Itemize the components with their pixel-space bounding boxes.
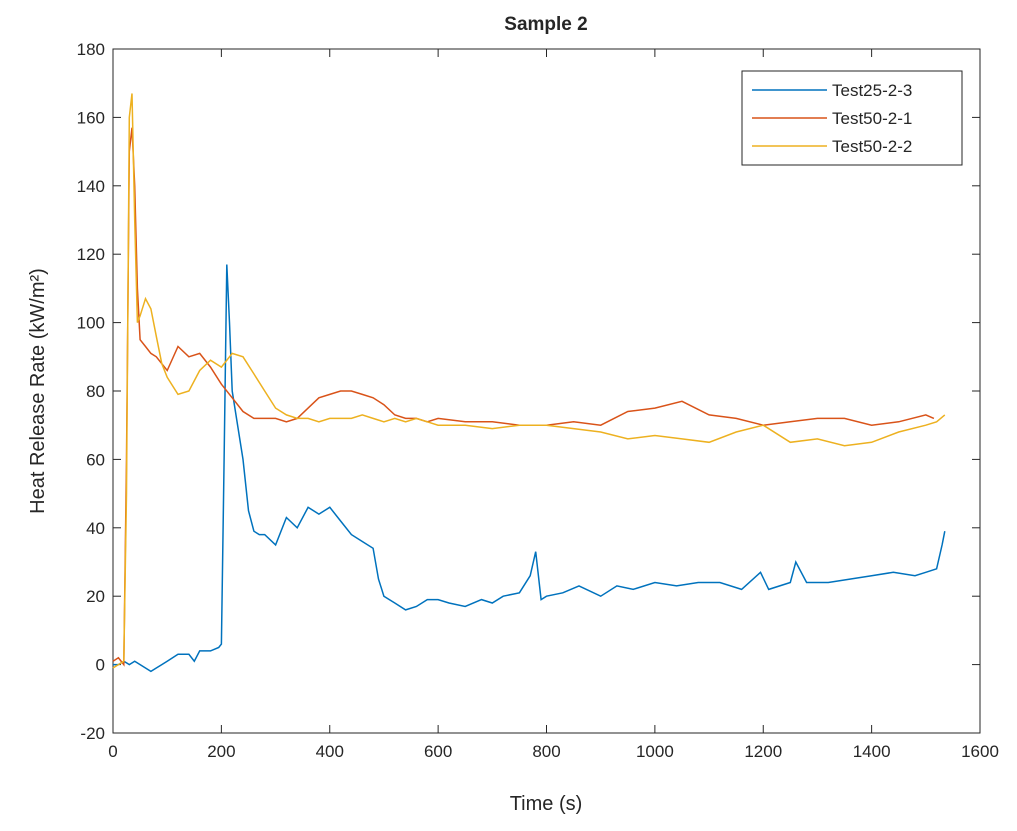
y-tick-label: 180	[77, 40, 105, 59]
y-tick-label: 60	[86, 450, 105, 469]
series-line	[113, 264, 946, 673]
y-axis-label: Heat Release Rate (kW/m²)	[27, 268, 49, 514]
chart-title: Sample 2	[504, 14, 587, 35]
y-tick-label: 20	[86, 587, 105, 606]
y-tick-label: -20	[80, 724, 105, 743]
x-tick-label: 600	[424, 742, 452, 761]
x-tick-label: 1000	[636, 742, 674, 761]
x-axis-label: Time (s)	[510, 793, 583, 815]
y-tick-label: 0	[96, 656, 105, 675]
legend-label: Test50-2-2	[832, 137, 912, 156]
y-tick-label: 160	[77, 108, 105, 127]
legend-label: Test25-2-3	[832, 81, 912, 100]
y-tick-label: 140	[77, 177, 105, 196]
series-line	[112, 93, 946, 669]
x-tick-label: 1600	[961, 742, 999, 761]
x-tick-label: 800	[532, 742, 560, 761]
y-tick-label: 100	[77, 314, 105, 333]
series-line	[112, 127, 935, 667]
legend-label: Test50-2-1	[832, 109, 912, 128]
y-tick-label: 120	[77, 245, 105, 264]
x-tick-label: 0	[108, 742, 117, 761]
y-tick-label: 40	[86, 519, 105, 538]
x-tick-label: 200	[207, 742, 235, 761]
y-tick-label: 80	[86, 382, 105, 401]
x-tick-label: 1200	[744, 742, 782, 761]
x-tick-label: 1400	[853, 742, 891, 761]
x-tick-label: 400	[316, 742, 344, 761]
